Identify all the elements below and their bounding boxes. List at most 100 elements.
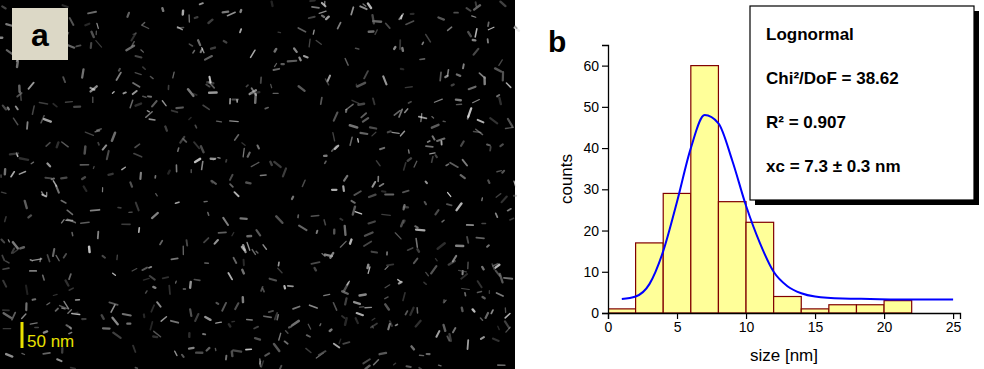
texture-speck [282,63,284,65]
texture-speck [32,106,34,114]
texture-speck [156,194,157,196]
texture-speck [53,249,54,256]
texture-speck [256,251,258,253]
texture-speck [467,224,473,226]
texture-speck [406,21,414,24]
texture-speck [95,131,99,132]
texture-speck [43,352,50,355]
texture-speck [6,261,9,263]
texture-speck [217,121,222,123]
texture-speck [294,48,297,51]
texture-speck [468,32,471,36]
tick-label: 15 [808,319,824,335]
chart-panel: b05101520250102030405060size [nm]countsL… [548,6,979,365]
texture-speck [66,280,69,285]
texture-speck [112,318,117,324]
texture-speck [438,17,443,19]
texture-speck [163,277,168,278]
image-panel: a50 nm [0,0,519,369]
texture-speck [354,191,360,195]
texture-speck [143,278,149,280]
y-axis-title: counts [557,154,576,204]
texture-speck [487,143,490,146]
texture-speck [385,193,393,195]
texture-speck [261,361,263,367]
texture-speck [176,106,182,109]
tick-label: 30 [583,181,599,197]
texture-speck [126,46,134,51]
texture-speck [463,160,467,166]
tick: 15 [808,313,824,335]
texture-speck [62,220,65,223]
texture-speck [447,70,450,76]
texture-speck [107,151,109,159]
texture-speck [64,254,67,258]
texture-speck [74,106,80,108]
texture-speck [29,215,31,217]
texture-speck [3,268,9,269]
texture-speck [136,104,141,106]
texture-speck [419,117,426,119]
texture-speck [69,288,73,290]
texture-speck [324,294,330,295]
texture-speck [351,7,353,14]
texture-speck [385,266,388,269]
texture-speck [141,50,144,52]
texture-speck [502,197,507,203]
texture-speck [22,353,25,354]
texture-speck [322,254,325,257]
texture-speck [243,148,244,156]
texture-speck [345,318,347,325]
texture-speck [242,247,244,250]
texture-speck [416,308,418,313]
texture-speck [208,20,212,23]
texture-speck [171,321,178,323]
texture-speck [324,1,325,5]
texture-speck [436,331,439,337]
texture-speck [416,238,417,247]
texture-speck [447,204,452,205]
texture-speck [342,291,347,293]
texture-speck [375,30,377,35]
texture-speck [514,181,516,187]
texture-speck [230,184,233,187]
texture-speck [449,334,450,341]
texture-speck [103,145,106,149]
panel-label-box [12,8,68,60]
texture-speck [56,309,58,311]
texture-speck [431,266,436,273]
texture-speck [334,344,339,348]
texture-speck [308,39,310,47]
texture-speck [342,316,345,318]
texture-speck [285,341,288,343]
texture-speck [150,276,155,280]
texture-speck [313,30,315,34]
texture-speck [118,207,121,209]
tick: 40 [583,140,608,156]
texture-speck [259,361,261,363]
texture-speck [182,355,184,357]
texture-speck [363,4,366,6]
texture-speck [235,303,238,309]
texture-speck [496,213,498,217]
texture-speck [129,212,132,214]
texture-speck [408,150,410,153]
tick: 0 [591,305,608,321]
texture-speck [200,3,203,4]
texture-speck [432,125,439,128]
texture-speck [345,110,348,112]
texture-speck [70,18,74,25]
texture-speck [420,355,424,357]
texture-speck [312,6,319,9]
texture-speck [216,322,221,323]
texture-speck [392,132,399,133]
texture-speck [369,195,375,197]
texture-speck [385,285,390,288]
texture-speck [132,269,137,272]
texture-speck [270,2,273,6]
texture-speck [198,40,200,45]
texture-speck [194,94,197,95]
texture-speck [506,83,510,87]
texture-speck [138,228,140,232]
texture-speck [88,12,96,14]
